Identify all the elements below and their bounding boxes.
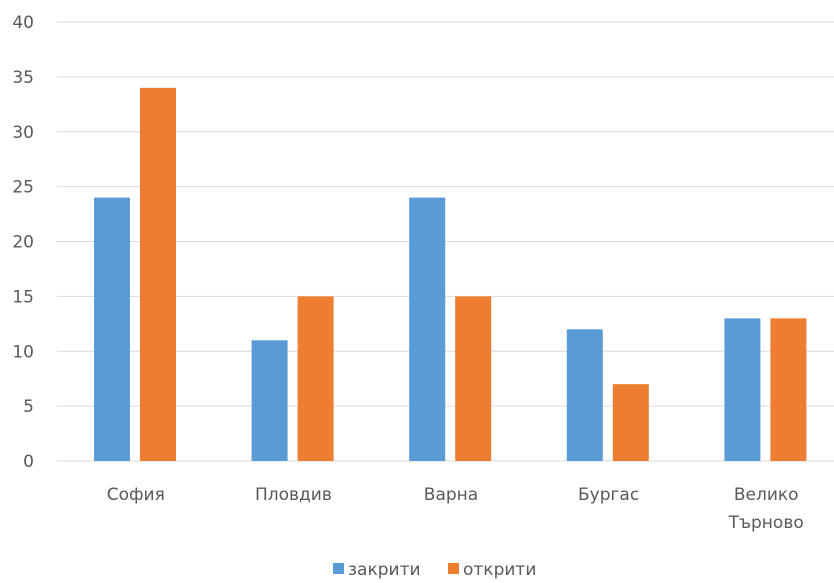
y-tick-label: 20	[12, 233, 34, 253]
bar-closed-2	[409, 197, 446, 461]
bar-open-0	[140, 87, 176, 461]
bar-open-2	[455, 296, 492, 461]
gridlines	[57, 21, 834, 462]
legend-swatch-closed	[333, 563, 344, 574]
x-category-label: Бургас	[578, 485, 639, 505]
y-tick-label: 15	[12, 287, 34, 307]
x-axis-category-labels: София Пловдив Варна Бургас Велико Търново	[107, 485, 804, 533]
y-tick-label: 5	[23, 397, 34, 417]
bar-closed-3	[566, 329, 603, 461]
legend-label-open: открити	[463, 560, 536, 580]
y-tick-label: 25	[12, 178, 34, 198]
bar-open-3	[612, 384, 649, 461]
bars	[94, 87, 807, 461]
x-category-label: Варна	[424, 485, 478, 505]
bar-closed-1	[251, 340, 288, 461]
y-tick-label: 40	[12, 13, 34, 33]
legend-label-closed: закрити	[348, 560, 421, 580]
legend-swatch-open	[448, 563, 459, 574]
y-tick-label: 0	[23, 452, 34, 472]
y-tick-label: 35	[12, 68, 34, 88]
bar-open-4	[770, 318, 807, 461]
legend: закрити открити	[333, 560, 536, 580]
x-category-label: Пловдив	[255, 485, 332, 505]
x-category-label: Велико Търново	[728, 485, 804, 533]
bar-closed-0	[94, 197, 130, 461]
bar-closed-4	[724, 318, 761, 461]
x-category-label: София	[107, 485, 165, 505]
bar-open-1	[297, 296, 334, 461]
y-tick-label: 30	[12, 123, 34, 143]
y-tick-label: 10	[12, 342, 34, 362]
y-axis-tick-labels: 0 5 10 15 20 25 30 35 40	[12, 13, 34, 472]
